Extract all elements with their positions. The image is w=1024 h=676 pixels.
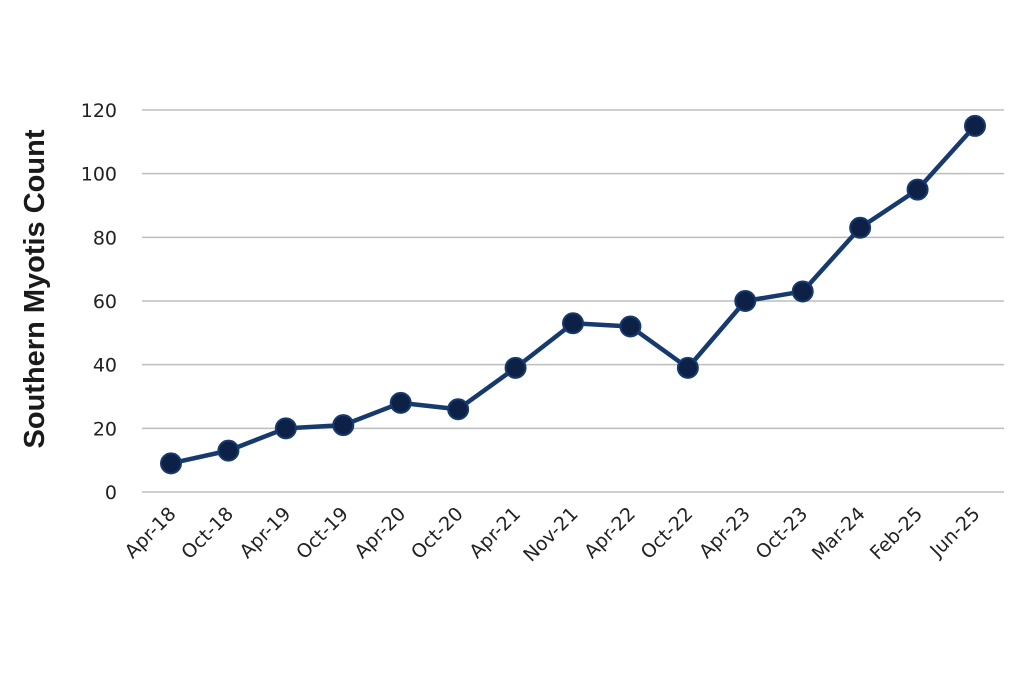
data-point-Apr-23	[734, 290, 757, 312]
x-tick-label: Oct-18	[177, 503, 238, 564]
data-point-Mar-24	[849, 216, 872, 239]
data-point-Apr-21	[504, 356, 527, 379]
data-point-Apr-18	[160, 452, 182, 475]
x-tick-label: Apr-18	[121, 503, 181, 563]
x-tick-label: Apr-22	[580, 503, 640, 563]
data-point-Oct-23	[791, 280, 814, 303]
x-tick-label: Nov-21	[519, 503, 582, 566]
y-tick-label: 40	[93, 355, 117, 377]
x-tick-label: Oct-22	[637, 503, 698, 564]
y-tick-label: 60	[93, 291, 117, 313]
x-tick-label: Jun-25	[925, 503, 984, 562]
data-point-Apr-19	[274, 417, 297, 440]
x-axis-ticks: Apr-18Oct-18Apr-19Oct-19Apr-20Oct-20Apr-…	[121, 503, 985, 566]
y-axis-label: Southern Myotis Count	[19, 129, 51, 448]
x-tick-label: Apr-19	[236, 503, 296, 563]
data-point-Jun-25	[964, 114, 986, 137]
y-tick-label: 0	[105, 482, 117, 504]
y-tick-label: 100	[81, 164, 117, 186]
data-point-Feb-25	[906, 178, 929, 201]
x-tick-label: Oct-19	[292, 503, 353, 564]
y-axis-ticks: 0 20 40 60 80 100 120	[81, 100, 117, 504]
y-tick-label: 80	[93, 227, 117, 249]
x-tick-label: Oct-20	[407, 503, 468, 564]
data-point-Apr-20	[389, 391, 412, 414]
x-tick-label: Feb-25	[866, 503, 927, 564]
x-tick-label: Apr-23	[695, 503, 755, 563]
y-tick-label: 20	[93, 418, 117, 440]
data-point-Oct-19	[332, 414, 355, 437]
data-point-Oct-20	[447, 398, 470, 421]
data-point-Apr-22	[619, 315, 642, 338]
x-tick-label: Mar-24	[808, 503, 870, 565]
y-tick-label: 120	[81, 100, 117, 122]
x-tick-label: Apr-21	[465, 503, 525, 563]
series-layer	[160, 114, 986, 475]
data-point-Oct-18	[217, 439, 240, 462]
x-tick-label: Apr-20	[350, 503, 410, 563]
data-point-Oct-22	[676, 356, 699, 379]
series-line	[168, 123, 978, 466]
x-tick-label: Oct-23	[752, 503, 813, 564]
data-point-Nov-21	[562, 312, 584, 335]
